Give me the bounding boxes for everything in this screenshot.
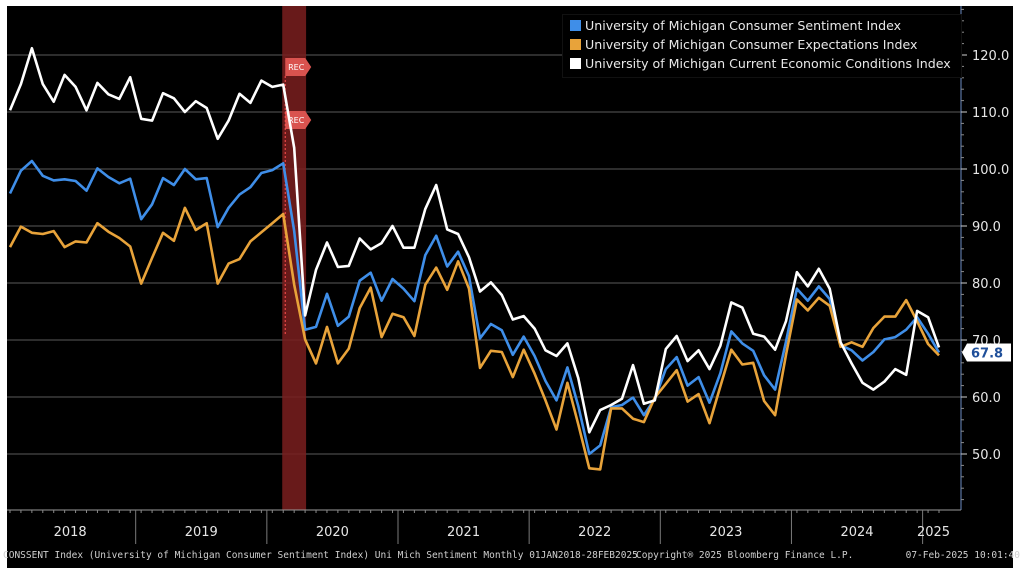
legend: University of Michigan Consumer Sentimen… bbox=[562, 14, 962, 78]
y-tick-label-60: 60.0 bbox=[972, 391, 1001, 406]
series-line-1 bbox=[8, 206, 940, 471]
last-value-tag-label: 67.8 bbox=[971, 347, 1003, 362]
legend-item-sentiment: University of Michigan Consumer Sentimen… bbox=[570, 17, 901, 35]
x-year-label-2022: 2022 bbox=[578, 525, 611, 540]
y-tick-label-110: 110.0 bbox=[972, 106, 1009, 121]
series-line-0 bbox=[8, 159, 941, 456]
rec-tag-shape bbox=[285, 58, 312, 76]
y-tick-label-100: 100.0 bbox=[972, 163, 1009, 178]
rec-tag-label: REC bbox=[288, 116, 305, 125]
legend-swatch-expectations bbox=[570, 39, 581, 50]
legend-swatch-current-conditions bbox=[570, 58, 581, 69]
y-tick-label-90: 90.0 bbox=[972, 220, 1001, 235]
chart-panel: 50.0 60.0 70.0 80.0 90.0 100.0 110.0 120.0 2018 2… bbox=[7, 6, 1013, 568]
rec-tag-label: REC bbox=[288, 63, 305, 72]
rec-tag-shape bbox=[285, 111, 312, 129]
footer-source-text: CONSSENT Index (University of Michigan C… bbox=[3, 550, 638, 561]
x-year-label-2023: 2023 bbox=[709, 525, 742, 540]
series-line-2 bbox=[8, 46, 941, 434]
legend-label-sentiment: University of Michigan Consumer Sentimen… bbox=[585, 18, 902, 33]
legend-item-current-conditions: University of Michigan Current Economic … bbox=[570, 55, 951, 73]
rec-marker-lower: REC bbox=[285, 111, 312, 129]
recession-band bbox=[282, 6, 307, 510]
x-year-label-2021: 2021 bbox=[447, 525, 480, 540]
rec-marker-top: REC bbox=[285, 58, 312, 76]
legend-swatch-sentiment bbox=[570, 20, 581, 31]
legend-label-expectations: University of Michigan Consumer Expectat… bbox=[585, 37, 918, 52]
x-year-label-2025: 2025 bbox=[917, 525, 950, 540]
footer-copyright: Copyright® 2025 Bloomberg Finance L.P. bbox=[636, 550, 854, 561]
x-year-label-2019: 2019 bbox=[185, 525, 218, 540]
last-value-tag-bg bbox=[962, 343, 1011, 362]
legend-item-expectations: University of Michigan Consumer Expectat… bbox=[570, 36, 917, 54]
y-tick-label-80: 80.0 bbox=[972, 277, 1001, 292]
x-year-label-2018: 2018 bbox=[54, 525, 87, 540]
x-year-label-2020: 2020 bbox=[316, 525, 349, 540]
x-year-label-2024: 2024 bbox=[840, 525, 873, 540]
y-tick-label-120: 120.0 bbox=[972, 49, 1009, 64]
footer-timestamp: 07-Feb-2025 10:01:40 bbox=[905, 550, 1020, 561]
y-tick-label-50: 50.0 bbox=[972, 448, 1001, 463]
legend-label-current-conditions: University of Michigan Current Economic … bbox=[585, 56, 951, 71]
